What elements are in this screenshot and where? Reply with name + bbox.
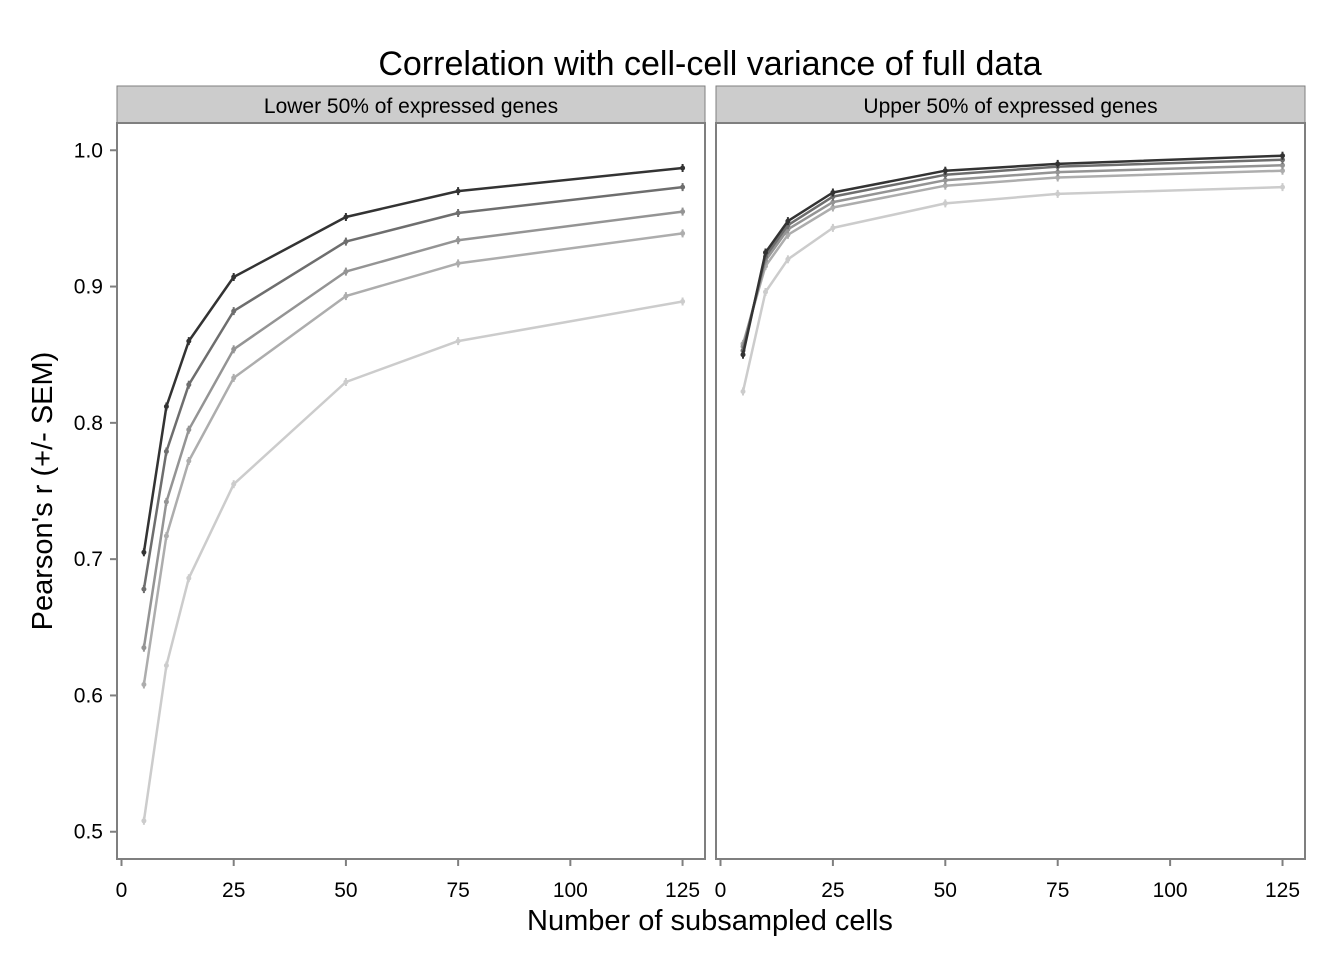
panels: Lower 50% of expressed genes 0 25 50 75 100 12… <box>74 85 1306 902</box>
x-axis-title: Number of subsampled cells <box>527 905 893 937</box>
y-tick-label: 0.6 <box>74 684 103 707</box>
x-tick-label: 50 <box>934 879 957 902</box>
series-1 <box>141 164 686 557</box>
x-tick-label: 25 <box>821 879 844 902</box>
x-tick-label: 125 <box>665 879 700 902</box>
panel-2: Upper 50% of expressed genes 0 25 50 75 100 12… <box>715 85 1306 902</box>
y-tick-label: 1.0 <box>74 139 103 162</box>
series-5 <box>740 183 1285 396</box>
x-tick-label: 25 <box>222 879 245 902</box>
series-3 <box>141 207 686 652</box>
chart-title: Correlation with cell-cell variance of f… <box>378 45 1041 83</box>
x-tick-label: 125 <box>1265 879 1300 902</box>
facet-strip <box>116 85 706 124</box>
x-tick-label: 100 <box>553 879 588 902</box>
x-tick-label: 0 <box>116 879 128 902</box>
facet-strip <box>715 85 1306 124</box>
panel-border <box>715 122 1306 860</box>
x-tick-label: 75 <box>1046 879 1069 902</box>
x-tick-label: 50 <box>334 879 357 902</box>
y-tick-label: 0.7 <box>74 548 103 571</box>
series-5 <box>141 297 686 825</box>
series-4 <box>141 229 686 689</box>
series-1 <box>740 151 1285 359</box>
panel-1: Lower 50% of expressed genes 0 25 50 75 100 12… <box>74 85 706 902</box>
x-tick-label: 75 <box>446 879 469 902</box>
y-tick-label: 0.5 <box>74 821 103 844</box>
panel-border <box>116 122 706 860</box>
y-axis-title: Pearson's r (+/- SEM) <box>27 352 59 631</box>
facet-strip-label: Upper 50% of expressed genes <box>863 95 1157 118</box>
x-tick-label: 0 <box>715 879 727 902</box>
series-2 <box>141 183 686 594</box>
y-tick-label: 0.8 <box>74 412 103 435</box>
y-tick-label: 0.9 <box>74 276 103 299</box>
facet-strip-label: Lower 50% of expressed genes <box>264 95 558 118</box>
x-tick-label: 100 <box>1153 879 1188 902</box>
